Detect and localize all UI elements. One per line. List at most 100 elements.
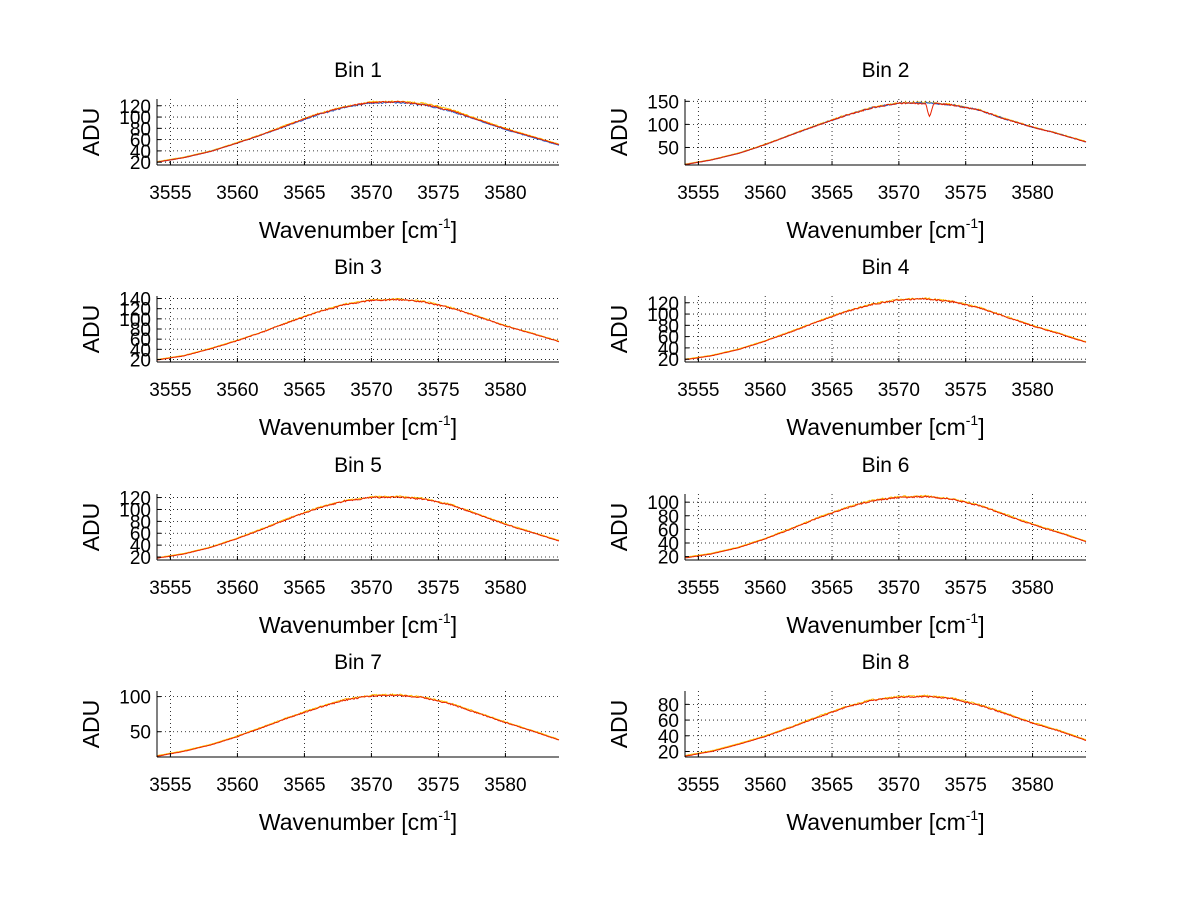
y-tick-label: 60 xyxy=(130,524,151,545)
series-line xyxy=(156,694,560,757)
y-tick-label: 100 xyxy=(119,688,151,709)
x-tick-label: 3560 xyxy=(216,380,258,401)
y-tick-label: 100 xyxy=(119,310,151,331)
x-tick-label: 3575 xyxy=(945,578,987,599)
x-axis-label: Wavenumber [cm-1] xyxy=(259,807,457,835)
y-tick-label: 40 xyxy=(658,339,679,360)
x-tick-label: 3570 xyxy=(878,578,920,599)
grid xyxy=(157,691,559,757)
grid xyxy=(157,494,559,560)
series-group xyxy=(684,297,1087,361)
y-tick-label: 120 xyxy=(119,489,151,510)
y-tick-label: 60 xyxy=(130,330,151,351)
x-tick-label: 3570 xyxy=(350,775,392,796)
x-tick-label: 3575 xyxy=(945,775,987,796)
subplot-title: Bin 6 xyxy=(862,454,910,477)
y-tick-label: 20 xyxy=(658,743,679,764)
y-axis-label: ADU xyxy=(606,305,632,354)
y-tick-label: 100 xyxy=(647,493,679,514)
y-axis-label: ADU xyxy=(78,503,104,552)
x-axis-label: Wavenumber [cm-1] xyxy=(786,610,984,638)
y-tick-label: 100 xyxy=(119,500,151,521)
series-group xyxy=(156,495,560,559)
y-tick-label: 80 xyxy=(130,512,151,533)
x-tick-label: 3555 xyxy=(677,183,719,204)
x-tick-label: 3580 xyxy=(484,775,526,796)
y-tick-label: 80 xyxy=(658,507,679,528)
x-tick-label: 3575 xyxy=(417,578,459,599)
x-tick-label: 3565 xyxy=(283,380,325,401)
x-tick-label: 3570 xyxy=(878,183,920,204)
subplot-title: Bin 7 xyxy=(334,651,382,674)
y-axis-label: ADU xyxy=(78,108,104,157)
y-tick-label: 20 xyxy=(130,350,151,371)
x-tick-label: 3575 xyxy=(945,183,987,204)
subplot-title: Bin 3 xyxy=(334,256,382,279)
x-tick-label: 3580 xyxy=(1011,775,1053,796)
y-tick-label: 20 xyxy=(130,153,151,174)
series-line xyxy=(157,298,560,361)
y-tick-label: 120 xyxy=(119,97,151,118)
y-axis-label: ADU xyxy=(606,700,632,749)
y-tick-label: 40 xyxy=(130,340,151,361)
x-tick-label: 3575 xyxy=(417,183,459,204)
x-tick-label: 3560 xyxy=(744,380,786,401)
x-tick-label: 3565 xyxy=(283,183,325,204)
x-tick-label: 3570 xyxy=(878,380,920,401)
y-tick-label: 150 xyxy=(647,92,679,113)
y-tick-label: 40 xyxy=(658,727,679,748)
y-axis-label: ADU xyxy=(606,503,632,552)
x-tick-label: 3565 xyxy=(811,380,853,401)
grid xyxy=(685,494,1086,560)
series-line xyxy=(684,695,1087,757)
x-tick-label: 3580 xyxy=(1011,578,1053,599)
y-tick-label: 100 xyxy=(647,305,679,326)
y-tick-label: 100 xyxy=(647,115,679,136)
y-tick-label: 80 xyxy=(658,316,679,337)
y-tick-label: 140 xyxy=(119,290,151,311)
y-tick-label: 40 xyxy=(130,142,151,163)
x-tick-label: 3555 xyxy=(677,578,719,599)
series-line xyxy=(157,100,560,163)
grid xyxy=(685,99,1086,165)
x-tick-label: 3565 xyxy=(811,183,853,204)
x-tick-label: 3555 xyxy=(149,380,191,401)
x-tick-label: 3555 xyxy=(149,775,191,796)
y-tick-label: 120 xyxy=(647,294,679,315)
series-group xyxy=(156,297,560,361)
x-tick-label: 3575 xyxy=(417,380,459,401)
y-tick-label: 100 xyxy=(119,108,151,129)
x-tick-label: 3570 xyxy=(350,380,392,401)
series-line xyxy=(684,495,1087,559)
y-axis-label: ADU xyxy=(78,305,104,354)
x-tick-label: 3560 xyxy=(216,578,258,599)
x-axis-label: Wavenumber [cm-1] xyxy=(786,807,984,835)
series-group xyxy=(684,494,1087,559)
x-tick-label: 3580 xyxy=(1011,183,1053,204)
y-tick-label: 60 xyxy=(658,520,679,541)
x-tick-label: 3575 xyxy=(945,380,987,401)
x-tick-label: 3565 xyxy=(283,578,325,599)
subplot-title: Bin 1 xyxy=(334,59,382,82)
x-tick-label: 3580 xyxy=(484,578,526,599)
y-tick-label: 120 xyxy=(119,300,151,321)
x-tick-label: 3565 xyxy=(811,578,853,599)
subplot-title: Bin 2 xyxy=(862,59,910,82)
y-tick-label: 60 xyxy=(658,328,679,349)
series-line xyxy=(684,101,1087,166)
subplot-title: Bin 4 xyxy=(862,256,910,279)
y-tick-label: 40 xyxy=(658,534,679,555)
x-tick-label: 3580 xyxy=(484,183,526,204)
x-tick-label: 3570 xyxy=(350,578,392,599)
x-tick-label: 3580 xyxy=(484,380,526,401)
y-tick-label: 50 xyxy=(130,723,151,744)
series-line xyxy=(684,297,1087,361)
x-tick-label: 3560 xyxy=(744,775,786,796)
x-tick-label: 3555 xyxy=(149,578,191,599)
